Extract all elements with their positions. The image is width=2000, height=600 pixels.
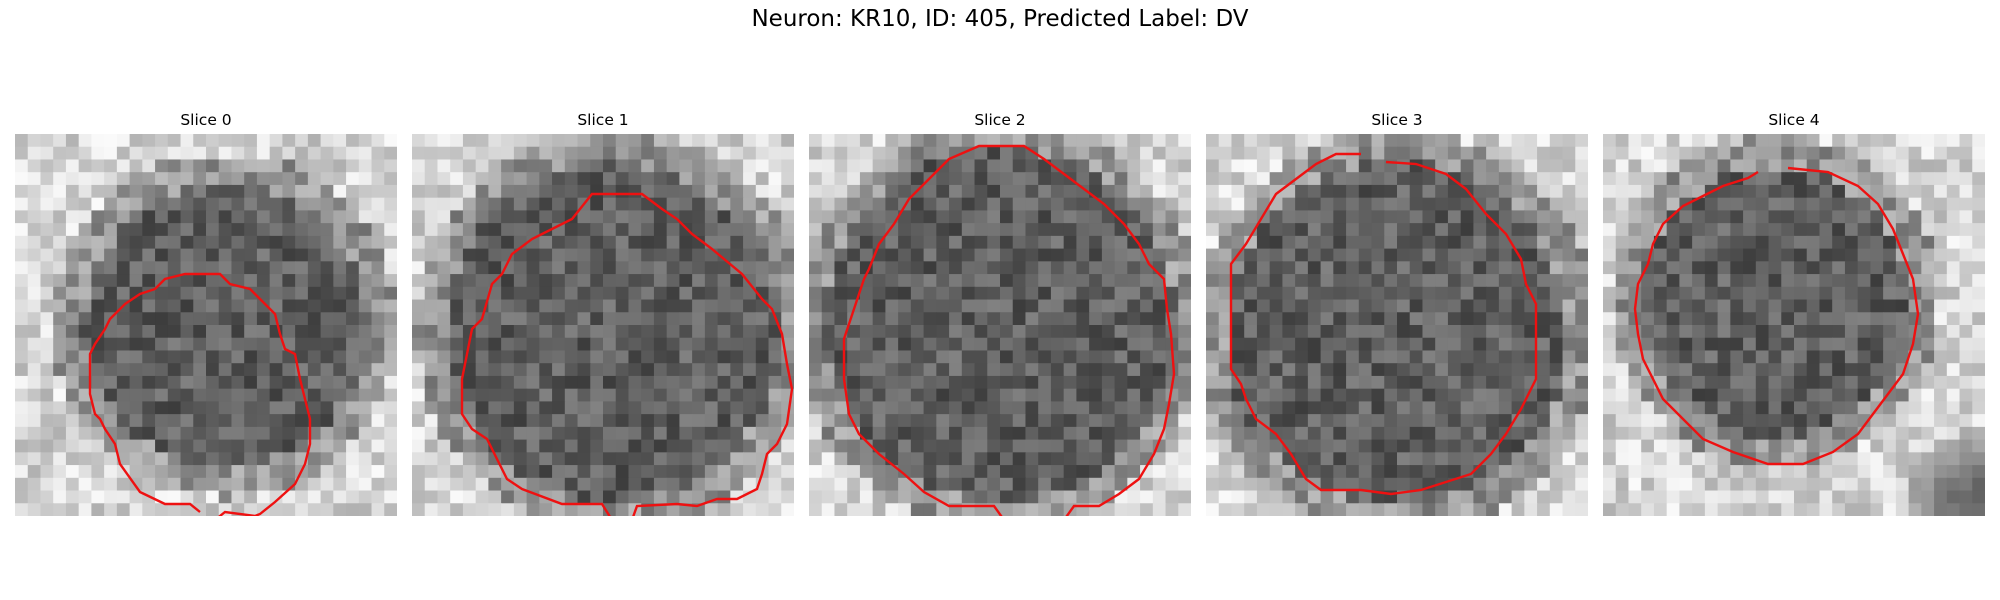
slice-title-2: Slice 2 <box>974 111 1026 129</box>
slice-title-3: Slice 3 <box>1371 111 1423 129</box>
contour-outline-2 <box>842 144 1176 516</box>
slice-panel-1: Slice 1 <box>412 108 794 516</box>
slice-image-3 <box>1206 134 1588 516</box>
slice-image-2 <box>809 134 1191 516</box>
slice-panel-3: Slice 3 <box>1206 108 1588 516</box>
slice-panel-0: Slice 0 <box>15 108 397 516</box>
contour-outline-4 <box>1633 166 1920 466</box>
slice-title-0: Slice 0 <box>180 111 232 129</box>
contour-outline-1 <box>460 192 794 516</box>
slice-panel-2: Slice 2 <box>809 108 1191 516</box>
contour-outline-3 <box>1229 152 1538 496</box>
slice-panel-4: Slice 4 <box>1603 108 1985 516</box>
slice-title-4: Slice 4 <box>1768 111 1820 129</box>
slice-image-0 <box>15 134 397 516</box>
pixel-grid-0 <box>15 134 397 516</box>
pixel-grid-3 <box>1206 134 1588 516</box>
pixel-grid-1 <box>412 134 794 516</box>
slice-title-1: Slice 1 <box>577 111 629 129</box>
pixel-grid-2 <box>809 134 1191 516</box>
slice-image-4 <box>1603 134 1985 516</box>
slice-image-1 <box>412 134 794 516</box>
figure-title: Neuron: KR10, ID: 405, Predicted Label: … <box>751 6 1249 32</box>
pixel-grid-4 <box>1603 134 1985 516</box>
contour-outline-0 <box>88 272 312 516</box>
